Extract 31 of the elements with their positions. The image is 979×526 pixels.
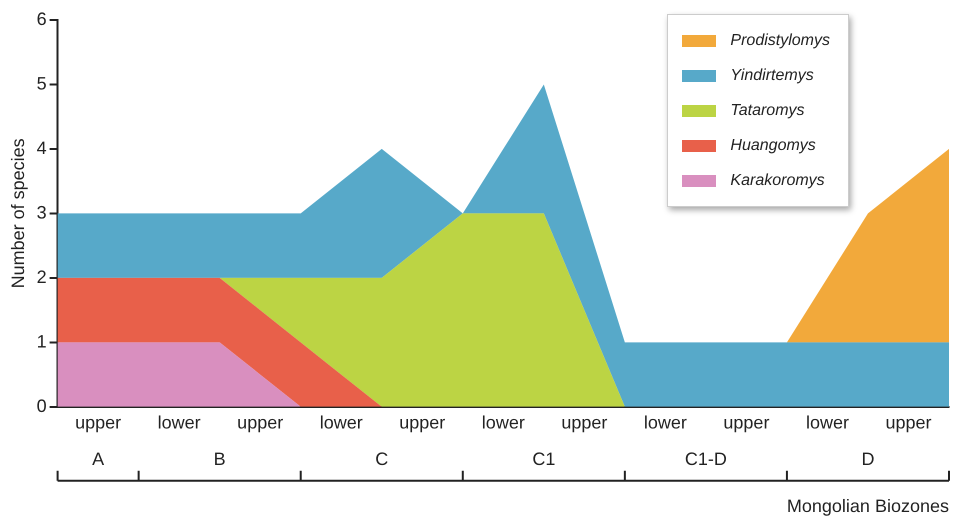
text: B (214, 448, 226, 469)
legend-label: Prodistylomys (730, 32, 830, 50)
text: D (861, 448, 874, 469)
text: C1 (532, 448, 556, 469)
legend-label: Tataromys (730, 102, 805, 120)
y-tick-label: 2 (36, 266, 47, 287)
y-tick-label: 6 (36, 8, 47, 29)
y-tick-label: 4 (36, 138, 47, 158)
x-tick-label: upper (399, 412, 446, 433)
x-tick-label: lower (482, 412, 525, 433)
text: C (375, 448, 388, 469)
x-tick-label: upper (561, 412, 608, 433)
text: A (92, 448, 104, 469)
x-tick-label: lower (806, 412, 849, 433)
x-tick-label: upper (75, 412, 122, 433)
x-axis-title: Mongolian Biozones (786, 496, 949, 516)
y-tick-label: 5 (36, 73, 47, 94)
y-tick-label: 0 (36, 396, 47, 416)
x-tick-label: upper (237, 412, 284, 433)
x-tick-label: lower (158, 412, 201, 433)
y-tick-label: 1 (36, 331, 47, 352)
x-tick-label: lower (644, 412, 687, 433)
legend-label: Huangomys (730, 136, 816, 154)
x-tick-label: upper (723, 412, 770, 433)
y-tick-label: 3 (36, 202, 47, 222)
x-tick-label: lower (320, 412, 363, 433)
legend-label: Yindirtemys (730, 66, 814, 84)
text: C1-D (684, 448, 727, 469)
legend-label: Karakoromys (730, 172, 825, 190)
x-tick-label: upper (885, 412, 932, 433)
y-axis-title: Number of species (8, 138, 28, 288)
